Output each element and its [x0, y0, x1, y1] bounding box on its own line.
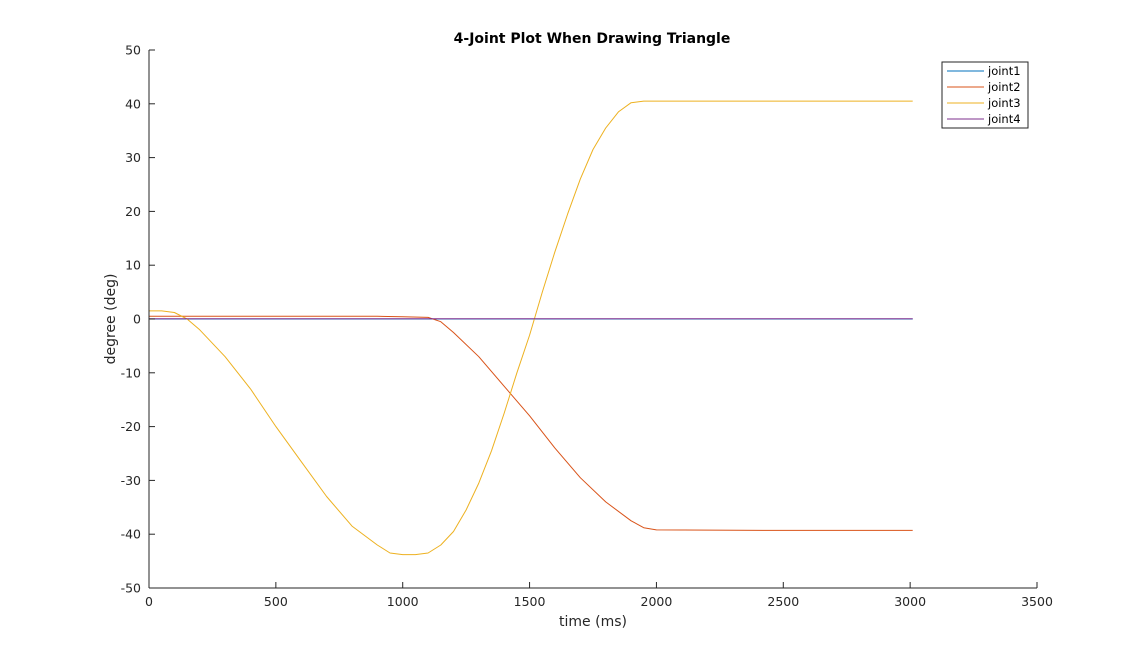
- legend-label-joint3: joint3: [987, 96, 1021, 110]
- y-tick-label: -10: [121, 365, 141, 380]
- x-tick-label: 2500: [767, 594, 799, 609]
- series-line-joint2: [149, 315, 913, 531]
- y-ticks: -50 -40 -30 -20 -10 0 10 20 30 40 50: [121, 43, 155, 596]
- y-tick-label: 50: [125, 43, 141, 58]
- y-axis-label: degree (deg): [103, 274, 119, 365]
- x-tick-label: 1500: [514, 594, 546, 609]
- legend-label-joint4: joint4: [987, 112, 1021, 126]
- x-tick-label: 3000: [894, 594, 926, 609]
- x-tick-label: 500: [264, 594, 288, 609]
- y-tick-label: -50: [121, 581, 141, 596]
- series-line-joint3: [149, 100, 913, 556]
- y-tick-label: 10: [125, 258, 141, 273]
- legend: joint1 joint2 joint3 joint4: [941, 61, 1029, 129]
- x-ticks: 0 500 1000 1500 2000 2500 3000 3500: [145, 582, 1053, 609]
- y-tick-label: 0: [133, 312, 141, 327]
- x-axis-label: time (ms): [559, 614, 627, 630]
- y-tick-label: -30: [121, 473, 141, 488]
- plot-area: [149, 100, 913, 556]
- y-tick-label: -20: [121, 419, 141, 434]
- x-tick-label: 0: [145, 594, 153, 609]
- legend-box: [941, 61, 1029, 129]
- chart-title: 4-Joint Plot When Drawing Triangle: [454, 31, 731, 47]
- y-tick-label: -40: [121, 527, 141, 542]
- y-tick-label: 20: [125, 204, 141, 219]
- x-tick-label: 2000: [641, 594, 673, 609]
- y-tick-label: 40: [125, 96, 141, 111]
- x-tick-label: 1000: [387, 594, 419, 609]
- x-tick-label: 3500: [1021, 594, 1053, 609]
- legend-label-joint2: joint2: [987, 80, 1021, 94]
- legend-label-joint1: joint1: [987, 64, 1021, 78]
- y-tick-label: 30: [125, 150, 141, 165]
